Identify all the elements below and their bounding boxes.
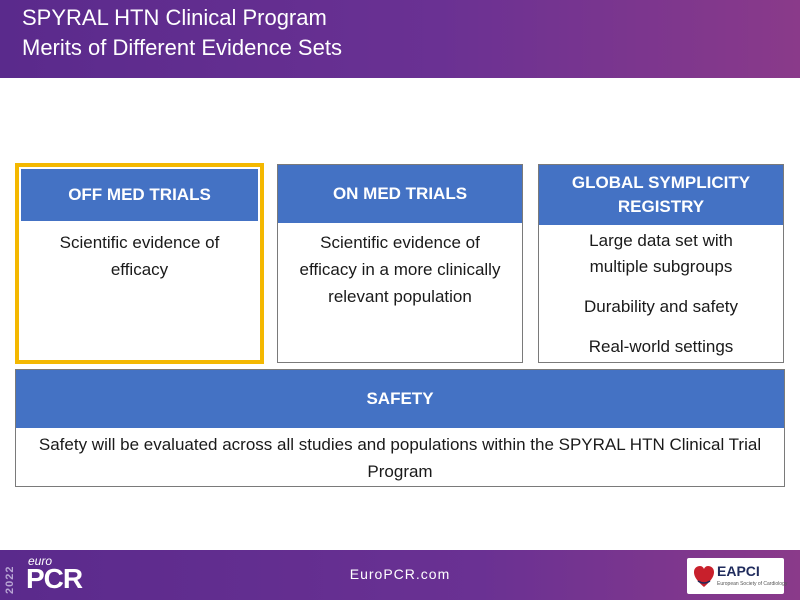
registry-item-real-world: Real-world settings — [588, 337, 734, 356]
heart-icon — [694, 566, 714, 587]
safety-title: SAFETY — [16, 370, 784, 428]
global-registry-title: GLOBAL SYMPLICITY REGISTRY — [539, 165, 783, 225]
on-med-trials-box: ON MED TRIALS Scientific evidence of eff… — [277, 164, 523, 363]
europcr-logo-big: PCR — [26, 563, 83, 594]
off-med-trials-text: Scientific evidence of efficacy — [59, 233, 220, 279]
on-med-trials-text: Scientific evidence of efficacy in a mor… — [299, 233, 501, 306]
safety-text: Safety will be evaluated across all stud… — [38, 435, 762, 481]
slide-header: SPYRAL HTN Clinical Program Merits of Di… — [0, 0, 800, 78]
global-registry-box: GLOBAL SYMPLICITY REGISTRY Large data se… — [538, 164, 784, 363]
eapci-logo: EAPCI European Society of Cardiology — [687, 558, 788, 594]
eapci-name: EAPCI — [717, 563, 760, 579]
off-med-trials-box: OFF MED TRIALS Scientific evidence of ef… — [15, 163, 264, 364]
safety-box: SAFETY Safety will be evaluated across a… — [15, 369, 785, 487]
europcr-logo-small: euro — [28, 554, 53, 568]
on-med-trials-title: ON MED TRIALS — [278, 165, 522, 223]
off-med-trials-title: OFF MED TRIALS — [21, 169, 258, 221]
registry-item-data-set: Large data set with multiple subgroups — [589, 231, 733, 276]
slide-title-line1: SPYRAL HTN Clinical Program — [22, 5, 327, 30]
eapci-subtitle: European Society of Cardiology — [717, 581, 788, 587]
website-link[interactable]: EuroPCR.com — [349, 566, 451, 582]
registry-item-durability: Durability and safety — [583, 297, 739, 316]
slide-footer — [0, 550, 800, 600]
slide-title-line2: Merits of Different Evidence Sets — [22, 35, 342, 60]
